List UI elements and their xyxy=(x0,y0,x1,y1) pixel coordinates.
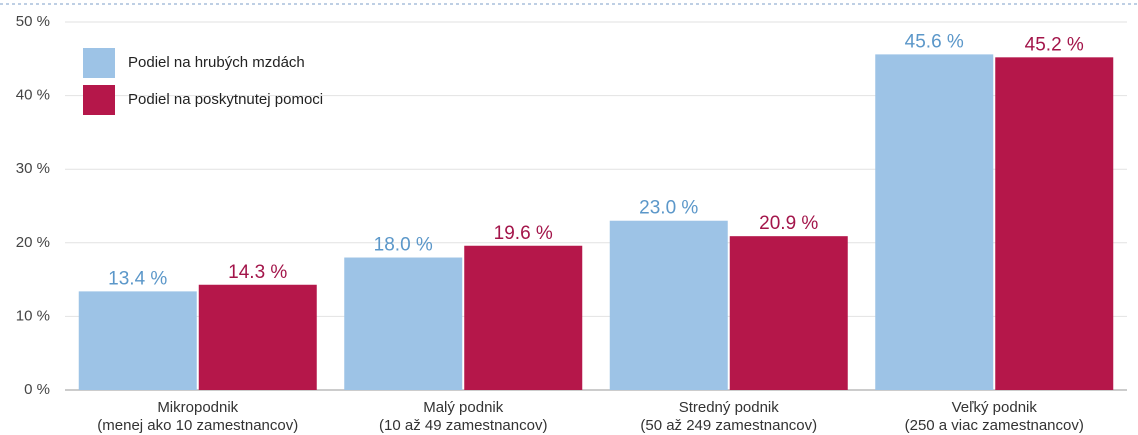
value-label: 19.6 % xyxy=(494,223,553,244)
y-tick-label: 30 % xyxy=(16,160,50,177)
legend-label: Podiel na poskytnutej pomoci xyxy=(128,91,323,108)
bar xyxy=(729,236,848,390)
y-tick-label: 50 % xyxy=(16,13,50,30)
x-tick-line: Stredný podnik xyxy=(679,399,780,416)
legend-swatch xyxy=(83,85,115,115)
x-tick-label: Stredný podnik (50 až 249 zamestnancov) xyxy=(640,399,817,434)
x-tick-label: Mikropodnik (menej ako 10 zamestnancov) xyxy=(97,399,298,434)
value-label: 13.4 % xyxy=(108,268,167,289)
x-tick-label: Veľký podnik (250 a viac zamestnancov) xyxy=(905,399,1084,434)
value-label: 45.6 % xyxy=(905,31,964,52)
legend-label: Podiel na hrubých mzdách xyxy=(128,54,305,71)
value-label: 23.0 % xyxy=(639,198,698,219)
y-tick-label: 40 % xyxy=(16,87,50,104)
x-tick-label: Malý podnik (10 až 49 zamestnancov) xyxy=(379,399,547,434)
value-label: 18.0 % xyxy=(374,235,433,256)
x-tick-line: Veľký podnik xyxy=(952,399,1038,416)
bar xyxy=(78,291,197,390)
value-label: 20.9 % xyxy=(759,213,818,234)
bar xyxy=(875,54,994,390)
x-tick-line: (menej ako 10 zamestnancov) xyxy=(97,417,298,434)
legend-swatch xyxy=(83,48,115,78)
bar xyxy=(464,245,583,390)
value-label: 45.2 % xyxy=(1025,34,1084,55)
x-tick-line: Malý podnik xyxy=(423,399,504,416)
x-tick-line: (50 až 249 zamestnancov) xyxy=(640,417,817,434)
value-label: 14.3 % xyxy=(228,262,287,283)
bar xyxy=(995,57,1114,390)
x-tick-line: (250 a viac zamestnancov) xyxy=(905,417,1084,434)
bar xyxy=(198,284,317,390)
x-tick-line: (10 až 49 zamestnancov) xyxy=(379,417,547,434)
bar xyxy=(609,220,728,390)
y-tick-label: 20 % xyxy=(16,234,50,251)
x-tick-line: Mikropodnik xyxy=(157,399,238,416)
bar xyxy=(344,257,463,390)
y-tick-label: 10 % xyxy=(16,307,50,324)
y-tick-label: 0 % xyxy=(24,381,50,398)
